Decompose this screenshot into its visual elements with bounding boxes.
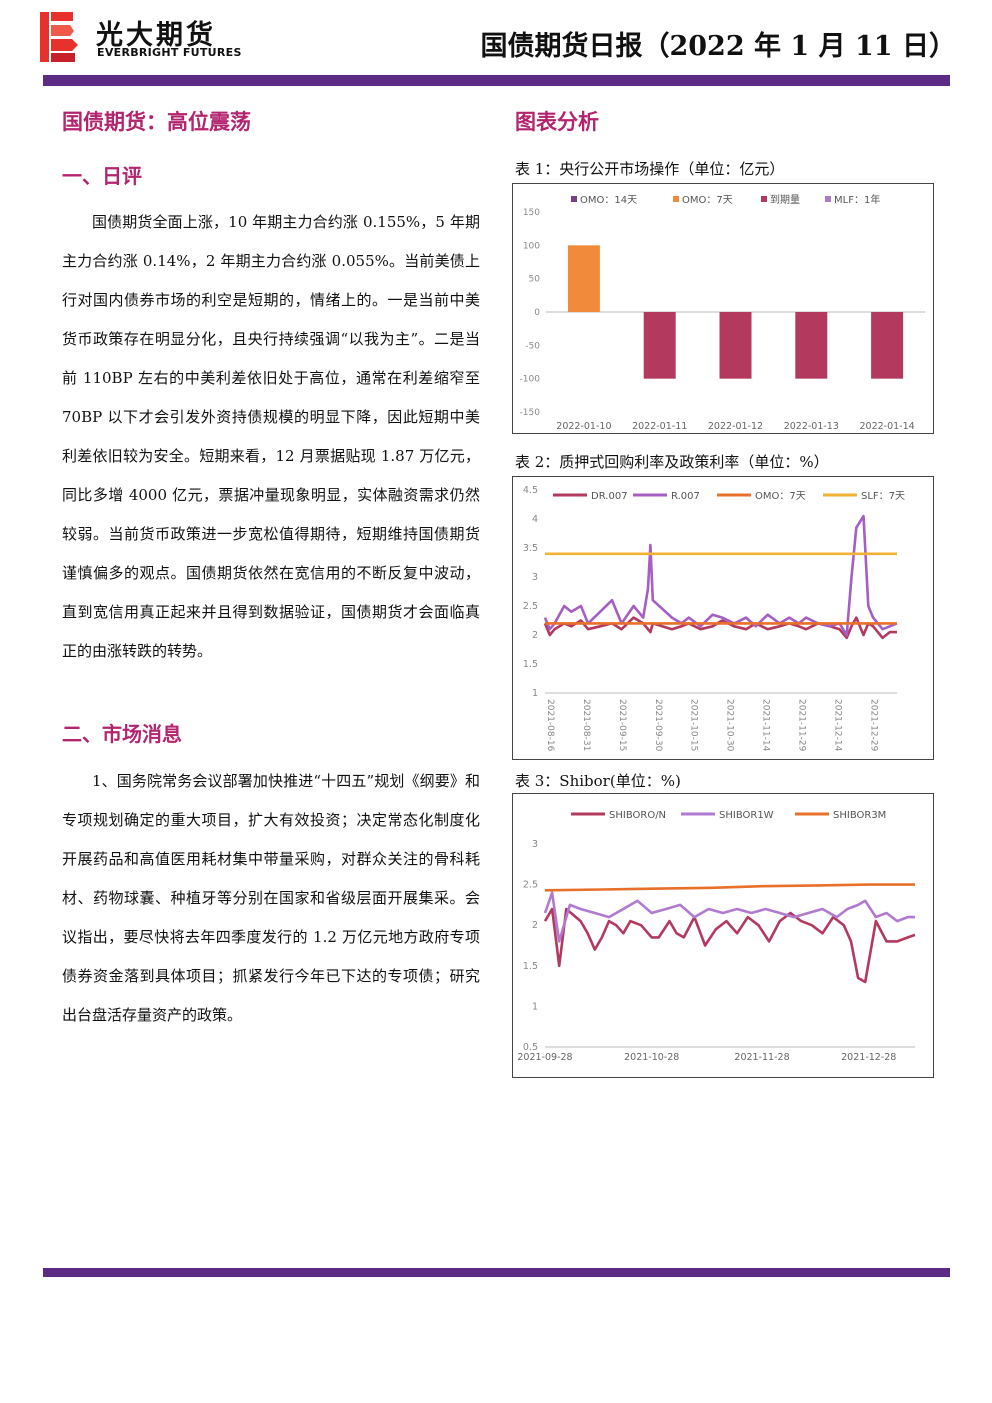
report-title: 国债期货日报（2022 年 1 月 11 日） xyxy=(480,31,956,62)
market-news-text: 1、国务院常务会议部署加快推进“十四五”规划《纲要》和专项规划确定的重大项目，扩… xyxy=(62,772,480,1024)
legend-swatch xyxy=(825,196,831,202)
x-tick-label: 2021-12-28 xyxy=(841,1052,896,1063)
x-tick-label: 2022-01-14 xyxy=(859,421,914,432)
x-tick-label: 2021-12-14 xyxy=(832,699,842,752)
legend-swatch xyxy=(761,196,767,202)
legend-label: R.007 xyxy=(671,491,700,502)
legend-swatch xyxy=(673,196,679,202)
x-tick-label: 2021-11-29 xyxy=(796,699,806,752)
legend-label: SHIBORO/N xyxy=(609,810,666,821)
legend-label: SLF：7天 xyxy=(861,491,905,502)
y-tick-label: -150 xyxy=(520,408,541,418)
y-tick-label: -100 xyxy=(520,375,541,385)
y-tick-label: 2 xyxy=(532,630,538,641)
y-tick-label: 0.5 xyxy=(523,1042,538,1053)
y-tick-label: 2.5 xyxy=(523,601,538,612)
y-tick-label: 3 xyxy=(532,572,538,583)
x-tick-label: 2021-10-15 xyxy=(689,699,699,751)
y-tick-label: -50 xyxy=(525,341,540,351)
legend-label: MLF：1年 xyxy=(834,193,880,206)
x-tick-label: 2021-09-30 xyxy=(653,699,663,752)
chart1-open-market-operations: OMO：14天 OMO：7天 到期量 MLF：1年 150 100 50 0 -50 -100 -1… xyxy=(520,193,925,432)
footer-divider xyxy=(43,1268,950,1277)
chart1-box: OMO：14天 OMO：7天 到期量 MLF：1年 150 100 50 0 -50 -100 -1… xyxy=(512,183,934,434)
chart3-caption: 表 3：Shibor(单位：%) xyxy=(515,772,681,790)
section-market-news-title: 二、市场消息 xyxy=(62,722,182,746)
y-tick-label: 3 xyxy=(532,839,538,850)
x-tick-label: 2022-01-12 xyxy=(708,421,763,432)
header-divider xyxy=(43,75,950,86)
legend-label: OMO：7天 xyxy=(682,195,733,206)
company-logo-mark xyxy=(40,12,78,62)
series-line xyxy=(543,907,916,984)
x-tick-label: 2022-01-11 xyxy=(632,421,687,432)
x-tick-label: 2021-12-29 xyxy=(868,699,878,752)
legend-label: 到期量 xyxy=(770,194,800,206)
y-tick-label: 1.5 xyxy=(523,961,538,972)
y-tick-label: 4 xyxy=(532,514,538,525)
series-line xyxy=(543,891,915,943)
y-tick-label: 4.5 xyxy=(523,485,538,496)
chart2-caption: 表 2：质押式回购利率及政策利率（单位：%） xyxy=(515,453,829,471)
company-logo-en: EVERBRIGHT FUTURES xyxy=(97,46,242,59)
legend-label: DR.007 xyxy=(591,491,628,502)
chart3-box: 3 2.5 2 1.5 1 0.5 2021-09-28 2021-10-28 2021-11-… xyxy=(512,793,934,1078)
bar xyxy=(795,312,828,379)
chart2-box: 4.5 4 3.5 3 2.5 2 1.5 1 2021-08-16 2021-08-31 2021… xyxy=(512,476,934,760)
series-line xyxy=(543,514,898,637)
x-tick-label: 2021-09-28 xyxy=(517,1052,572,1063)
x-tick-label: 2021-11-14 xyxy=(761,699,771,752)
x-tick-label: 2022-01-13 xyxy=(784,421,839,432)
legend-label: OMO：14天 xyxy=(580,195,637,206)
bar xyxy=(719,312,752,379)
chart2-repo-rates: 4.5 4 3.5 3 2.5 2 1.5 1 2021-08-16 2021-08-31 2021… xyxy=(523,485,905,752)
legend-label: SHIBOR1W xyxy=(719,810,774,821)
series-line xyxy=(544,883,915,892)
x-tick-label: 2021-10-28 xyxy=(624,1052,679,1063)
y-tick-label: 0 xyxy=(534,308,540,318)
bar xyxy=(643,312,676,379)
section-daily-review-title: 一、日评 xyxy=(62,164,142,188)
y-tick-label: 1 xyxy=(532,688,538,699)
x-tick-label: 2021-08-31 xyxy=(581,699,591,751)
bar xyxy=(871,312,904,379)
x-tick-label: 2022-01-10 xyxy=(556,421,611,432)
chart-analysis-title: 图表分析 xyxy=(515,109,599,134)
x-tick-label: 2021-09-15 xyxy=(617,699,627,751)
y-tick-label: 100 xyxy=(523,241,540,251)
legend-label: SHIBOR3M xyxy=(833,810,886,821)
y-tick-label: 1 xyxy=(532,1001,538,1012)
y-tick-label: 50 xyxy=(529,275,541,285)
y-tick-label: 2.5 xyxy=(523,880,538,891)
main-title: 国债期货：高位震荡 xyxy=(62,109,251,134)
bar xyxy=(567,245,600,312)
legend-label: OMO：7天 xyxy=(755,491,806,502)
x-tick-label: 2021-08-16 xyxy=(545,699,555,752)
series-line xyxy=(543,616,897,640)
company-logo-cn: 光大期货 xyxy=(96,20,216,51)
y-tick-label: 150 xyxy=(523,208,540,218)
x-tick-label: 2021-10-30 xyxy=(725,699,735,752)
y-tick-label: 1.5 xyxy=(523,659,538,670)
y-tick-label: 2 xyxy=(532,920,538,931)
y-tick-label: 3.5 xyxy=(523,543,538,554)
daily-review-text: 国债期货全面上涨，10 年期主力合约涨 0.155%，5 年期主力合约涨 0.1… xyxy=(62,213,480,660)
chart1-caption: 表 1：央行公开市场操作（单位：亿元） xyxy=(515,160,785,178)
legend-swatch xyxy=(571,196,577,202)
x-tick-label: 2021-11-28 xyxy=(734,1052,789,1063)
